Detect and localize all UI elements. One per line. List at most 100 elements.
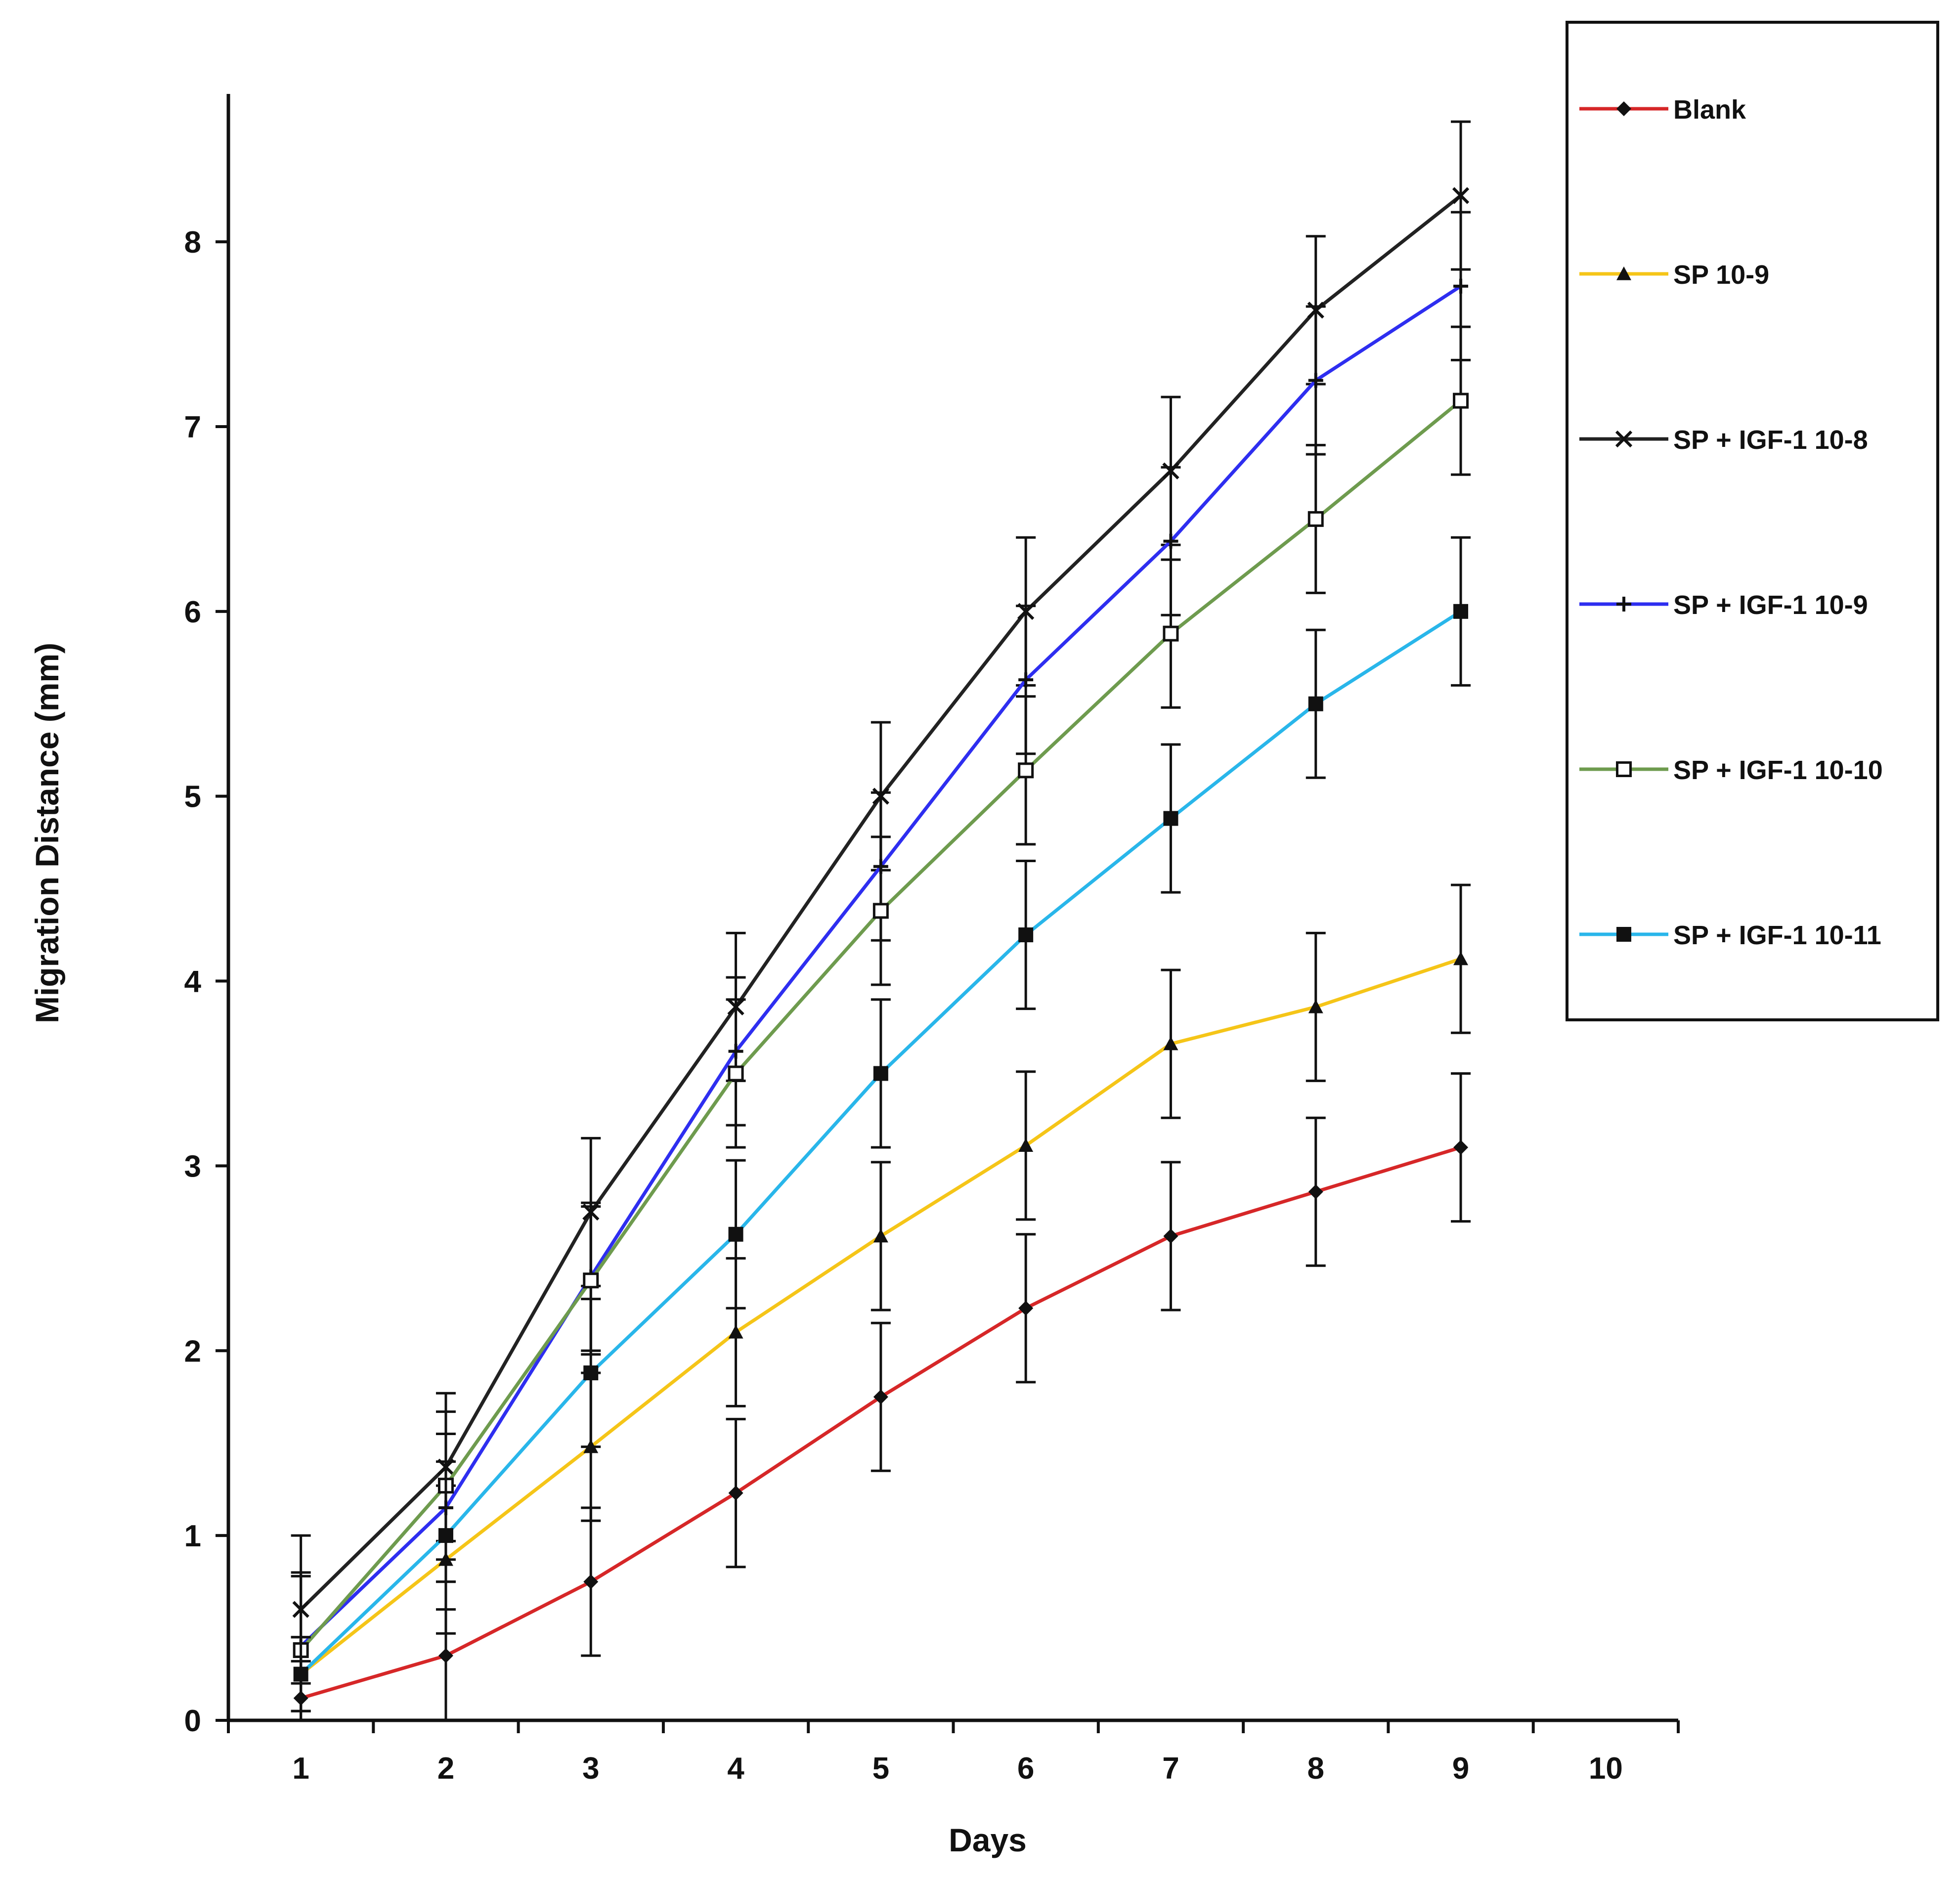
marker-shape	[1453, 278, 1469, 294]
marker-shape	[873, 1389, 888, 1404]
marker-shape	[1163, 1036, 1178, 1050]
legend-item-2: SP + IGF-1 10-8	[1579, 425, 1868, 455]
marker-shape	[1308, 999, 1323, 1013]
y-tick-label: 1	[184, 1519, 201, 1553]
data-point	[873, 1228, 888, 1243]
axes: 0 1 2 3 4 5 6 7 8 1 2 3 4 5 6 7 8 9 10	[184, 94, 1680, 1786]
x-tick-label: 7	[1162, 1751, 1179, 1786]
data-point	[293, 1666, 308, 1682]
data-point	[1453, 1140, 1469, 1155]
legend-marker	[1616, 927, 1631, 942]
marker-shape	[872, 903, 889, 919]
legend-label: SP + IGF-1 10-9	[1673, 590, 1868, 620]
data-point	[438, 1528, 453, 1543]
marker-shape	[1163, 625, 1179, 642]
marker-shape	[1018, 1138, 1034, 1152]
y-tick-label: 3	[184, 1149, 201, 1183]
data-point	[1453, 951, 1469, 965]
marker-shape	[1308, 1184, 1323, 1199]
data-point	[1163, 625, 1179, 642]
series-layer	[291, 120, 1471, 1722]
marker-shape	[1616, 761, 1632, 777]
legend-label: Blank	[1673, 95, 1746, 125]
marker-shape	[1453, 393, 1469, 409]
marker-shape	[1018, 1301, 1034, 1316]
legend-marker	[1616, 101, 1631, 116]
x-tick-label: 8	[1307, 1751, 1324, 1786]
legend-label: SP + IGF-1 10-10	[1673, 755, 1883, 785]
marker-shape	[1616, 927, 1631, 942]
legend-items: Blank SP 10-9 SP + IGF-1 10-8 SP + IGF-1 10…	[1579, 95, 1883, 950]
data-point	[1308, 373, 1323, 388]
x-tick-label: 10	[1589, 1751, 1623, 1786]
marker-shape	[1616, 101, 1631, 116]
data-point	[728, 1226, 743, 1242]
marker-shape	[1018, 672, 1034, 688]
marker-shape	[1163, 1228, 1178, 1244]
legend-item-5: SP + IGF-1 10-11	[1579, 920, 1881, 950]
y-tick-label: 6	[184, 595, 201, 629]
data-point	[1163, 1036, 1178, 1050]
data-point	[583, 1574, 599, 1589]
marker-shape	[1453, 951, 1469, 965]
marker-shape	[1452, 187, 1470, 204]
marker-shape	[1163, 533, 1178, 549]
marker-shape	[583, 1574, 599, 1589]
legend: Blank SP 10-9 SP + IGF-1 10-8 SP + IGF-1 10…	[1566, 21, 1939, 1021]
marker-shape	[583, 1272, 599, 1289]
data-point	[1452, 187, 1470, 204]
legend-item-3: SP + IGF-1 10-9	[1579, 590, 1868, 620]
data-point	[1308, 999, 1323, 1013]
y-axis-title: Migration Distance (mm)	[29, 643, 65, 1023]
y-tick-label: 2	[184, 1334, 201, 1368]
data-point	[728, 1324, 743, 1339]
data-point	[728, 1486, 743, 1501]
data-point	[1018, 762, 1034, 779]
marker-shape	[1453, 604, 1469, 619]
legend-label: SP 10-9	[1673, 260, 1769, 290]
marker-shape	[583, 1365, 599, 1381]
y-tick-label: 5	[184, 780, 201, 814]
y-tick-label: 0	[184, 1704, 201, 1738]
marker-shape	[1163, 811, 1178, 826]
marker-shape	[1018, 927, 1034, 943]
x-tick-label: 4	[727, 1751, 744, 1786]
legend-marker	[1616, 597, 1631, 612]
data-point	[1163, 1228, 1178, 1244]
x-tick-label: 3	[582, 1751, 599, 1786]
legend-frame	[1566, 21, 1939, 1021]
data-point	[1307, 511, 1324, 527]
data-point	[1018, 927, 1034, 943]
x-tick-label: 5	[872, 1751, 889, 1786]
data-point	[1453, 393, 1469, 409]
marker-shape	[438, 1528, 453, 1543]
data-point	[1018, 672, 1034, 688]
marker-shape	[1616, 266, 1631, 280]
data-point	[1453, 278, 1469, 294]
data-point	[583, 1272, 599, 1289]
data-point	[1308, 1184, 1323, 1199]
marker-shape	[438, 1648, 453, 1663]
marker-shape	[728, 1324, 743, 1339]
legend-item-0: Blank	[1579, 95, 1746, 125]
data-point	[1018, 1138, 1034, 1152]
marker-shape	[1616, 597, 1631, 612]
data-point	[1163, 811, 1178, 826]
legend-label: SP + IGF-1 10-11	[1673, 920, 1881, 950]
marker-shape	[728, 1226, 743, 1242]
marker-shape	[1615, 430, 1633, 448]
data-point	[872, 903, 889, 919]
x-tick-label: 6	[1017, 1751, 1034, 1786]
series-5	[291, 536, 1471, 1712]
marker-shape	[728, 1486, 743, 1501]
marker-shape	[873, 1066, 888, 1081]
legend-item-1: SP 10-9	[1579, 260, 1769, 290]
y-tick-label: 8	[184, 225, 201, 260]
marker-shape	[1307, 511, 1324, 527]
x-axis-title: Days	[949, 1822, 1027, 1858]
marker-shape	[293, 1666, 308, 1682]
marker-shape	[728, 1065, 744, 1082]
marker-shape	[873, 1228, 888, 1243]
